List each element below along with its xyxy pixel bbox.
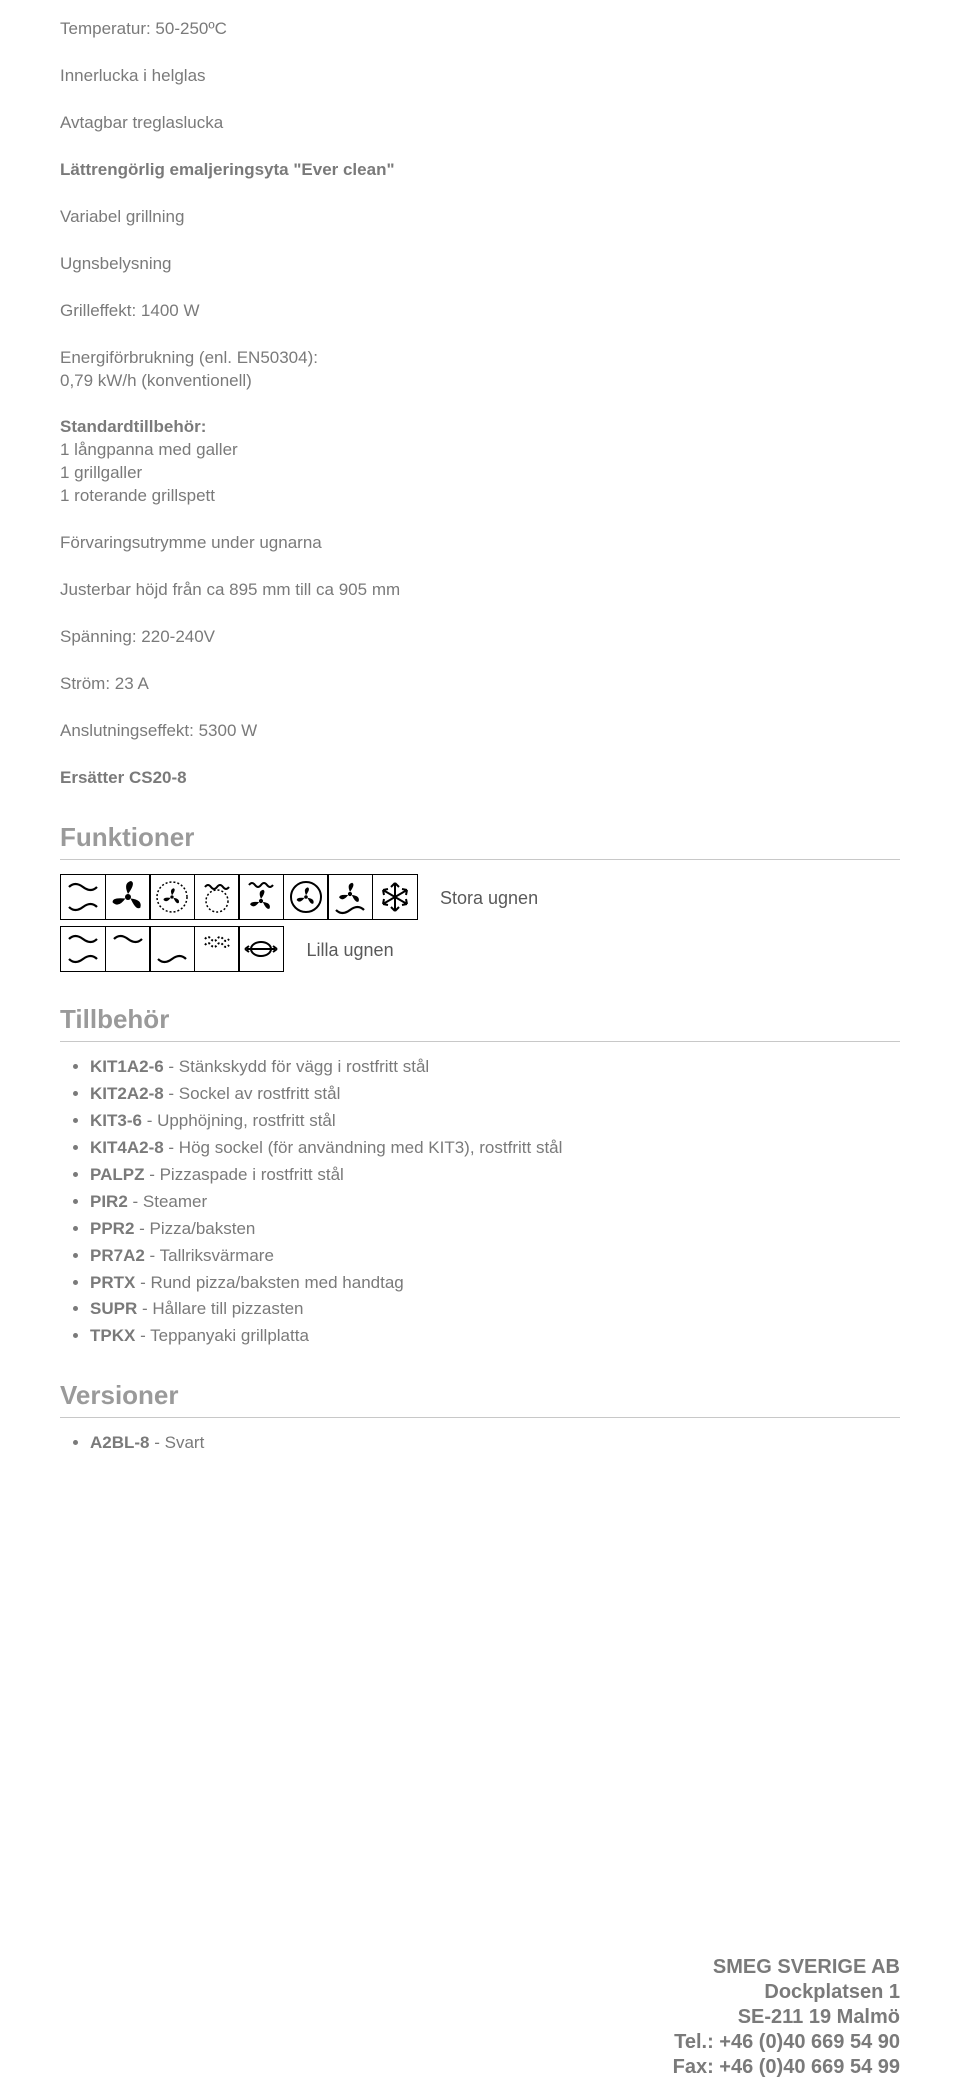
list-item: KIT1A2-6 - Stänkskydd för vägg i rostfri… bbox=[90, 1056, 900, 1079]
spec-energy-line1: Energiförbrukning (enl. EN50304): bbox=[60, 347, 900, 370]
fan-bottom-icon bbox=[327, 874, 373, 920]
spec-connection: Anslutningseffekt: 5300 W bbox=[60, 720, 900, 743]
list-item: A2BL-8 - Svart bbox=[90, 1432, 900, 1455]
acc-desc: - Upphöjning, rostfritt stål bbox=[142, 1111, 336, 1130]
spec-adjustable-height: Justerbar höjd från ca 895 mm till ca 90… bbox=[60, 579, 900, 602]
footer: SMEG SVERIGE AB Dockplatsen 1 SE-211 19 … bbox=[673, 1955, 900, 2080]
snowflake-icon bbox=[372, 874, 418, 920]
acc-name: PIR2 bbox=[90, 1192, 128, 1211]
acc-name: SUPR bbox=[90, 1299, 137, 1318]
spec-temperature: Temperatur: 50-250ºC bbox=[60, 18, 900, 41]
heading-funktioner: Funktioner bbox=[60, 820, 900, 860]
footer-fax: Fax: +46 (0)40 669 54 99 bbox=[673, 2055, 900, 2080]
spec-removable-door: Avtagbar treglaslucka bbox=[60, 112, 900, 135]
footer-postal: SE-211 19 Malmö bbox=[673, 2005, 900, 2030]
acc-name: PPR2 bbox=[90, 1219, 134, 1238]
fan-small-dotted-icon bbox=[149, 874, 195, 920]
spec-easy-clean: Lättrengörlig emaljeringsyta "Ever clean… bbox=[60, 159, 900, 182]
acc-desc: - Tallriksvärmare bbox=[145, 1246, 274, 1265]
grill-fan-icon bbox=[238, 874, 284, 920]
list-item: PR7A2 - Tallriksvärmare bbox=[90, 1245, 900, 1268]
top-heat-icon bbox=[105, 926, 151, 972]
acc-name: KIT1A2-6 bbox=[90, 1057, 164, 1076]
list-item: KIT2A2-8 - Sockel av rostfritt stål bbox=[90, 1083, 900, 1106]
acc-name: TPKX bbox=[90, 1326, 135, 1345]
versions-list: A2BL-8 - Svart bbox=[60, 1432, 900, 1455]
page: Temperatur: 50-250ºC Innerlucka i helgla… bbox=[0, 0, 960, 2100]
spec-storage: Förvaringsutrymme under ugnarna bbox=[60, 532, 900, 555]
fan-circled-icon bbox=[283, 874, 329, 920]
bottom-heat-icon bbox=[149, 926, 195, 972]
footer-company: SMEG SVERIGE AB bbox=[673, 1955, 900, 1980]
acc-name: KIT4A2-8 bbox=[90, 1138, 164, 1157]
acc-name: KIT3-6 bbox=[90, 1111, 142, 1130]
acc-desc: - Stänkskydd för vägg i rostfritt stål bbox=[164, 1057, 429, 1076]
heading-versioner: Versioner bbox=[60, 1378, 900, 1418]
grill-icon bbox=[194, 926, 240, 972]
spec-variable-grill: Variabel grillning bbox=[60, 206, 900, 229]
function-row-large-oven: Stora ugnen bbox=[60, 874, 900, 920]
list-item: PRTX - Rund pizza/baksten med handtag bbox=[90, 1272, 900, 1295]
acc-desc: - Pizza/baksten bbox=[134, 1219, 255, 1238]
heading-tillbehor: Tillbehör bbox=[60, 1002, 900, 1042]
list-item: PIR2 - Steamer bbox=[90, 1191, 900, 1214]
acc-desc: - Sockel av rostfritt stål bbox=[164, 1084, 341, 1103]
footer-address: Dockplatsen 1 bbox=[673, 1980, 900, 2005]
ver-name: A2BL-8 bbox=[90, 1433, 150, 1452]
spec-inner-door: Innerlucka i helglas bbox=[60, 65, 900, 88]
acc-name: PR7A2 bbox=[90, 1246, 145, 1265]
spec-energy-line2: 0,79 kW/h (konventionell) bbox=[60, 370, 900, 393]
list-item: KIT3-6 - Upphöjning, rostfritt stål bbox=[90, 1110, 900, 1133]
acc-desc: - Pizzaspade i rostfritt stål bbox=[144, 1165, 343, 1184]
acc-desc: - Hög sockel (för användning med KIT3), … bbox=[164, 1138, 563, 1157]
list-item: SUPR - Hållare till pizzasten bbox=[90, 1298, 900, 1321]
acc-desc: - Rund pizza/baksten med handtag bbox=[135, 1273, 403, 1292]
spec-oven-light: Ugnsbelysning bbox=[60, 253, 900, 276]
accessories-list: KIT1A2-6 - Stänkskydd för vägg i rostfri… bbox=[60, 1056, 900, 1348]
top-bottom-heat-icon bbox=[60, 926, 106, 972]
list-item: PPR2 - Pizza/baksten bbox=[90, 1218, 900, 1241]
acc-desc: - Steamer bbox=[128, 1192, 207, 1211]
rotisserie-icon bbox=[238, 926, 284, 972]
spec-replaces: Ersätter CS20-8 bbox=[60, 767, 900, 790]
acc-desc: - Teppanyaki grillplatta bbox=[135, 1326, 309, 1345]
std-acc-heading: Standardtillbehör: bbox=[60, 416, 900, 439]
fan-icon bbox=[105, 874, 151, 920]
spec-grill-power: Grilleffekt: 1400 W bbox=[60, 300, 900, 323]
std-acc-1: 1 långpanna med galler bbox=[60, 439, 900, 462]
list-item: PALPZ - Pizzaspade i rostfritt stål bbox=[90, 1164, 900, 1187]
list-item: KIT4A2-8 - Hög sockel (för användning me… bbox=[90, 1137, 900, 1160]
spec-voltage: Spänning: 220-240V bbox=[60, 626, 900, 649]
acc-name: PRTX bbox=[90, 1273, 135, 1292]
footer-tel: Tel.: +46 (0)40 669 54 90 bbox=[673, 2030, 900, 2055]
list-item: TPKX - Teppanyaki grillplatta bbox=[90, 1325, 900, 1348]
function-row-small-oven: Lilla ugnen bbox=[60, 926, 900, 972]
std-acc-3: 1 roterande grillspett bbox=[60, 485, 900, 508]
spec-current: Ström: 23 A bbox=[60, 673, 900, 696]
acc-name: KIT2A2-8 bbox=[90, 1084, 164, 1103]
ver-desc: - Svart bbox=[150, 1433, 205, 1452]
label-lilla-ugnen: Lilla ugnen bbox=[307, 938, 394, 962]
label-stora-ugnen: Stora ugnen bbox=[440, 886, 538, 910]
grill-dotted-icon bbox=[194, 874, 240, 920]
acc-name: PALPZ bbox=[90, 1165, 144, 1184]
top-bottom-heat-icon bbox=[60, 874, 106, 920]
acc-desc: - Hållare till pizzasten bbox=[137, 1299, 303, 1318]
std-acc-2: 1 grillgaller bbox=[60, 462, 900, 485]
